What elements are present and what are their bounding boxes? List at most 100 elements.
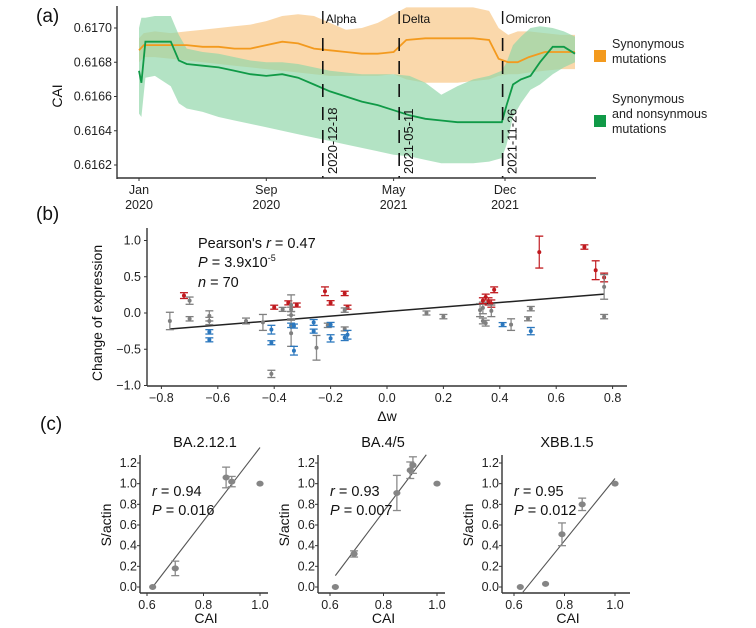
data-point-ns [242, 317, 250, 325]
data-point-ns [439, 313, 448, 320]
point-marker [483, 321, 488, 326]
data-point-down [289, 323, 298, 329]
data-point-down [340, 334, 349, 342]
data-point [578, 497, 587, 512]
regression-line [334, 454, 427, 576]
point-marker [314, 345, 319, 350]
mean-line-syn-nonsyn [138, 40, 576, 124]
data-point-down [267, 340, 276, 346]
p-value: = 0.012 [524, 503, 577, 519]
y-tick-label: 1.2 [298, 456, 315, 470]
data-point [433, 480, 441, 487]
point-marker [311, 320, 316, 325]
data-point-up [320, 286, 329, 297]
point-marker [578, 501, 586, 508]
y-axis-title: S/actin [98, 504, 114, 547]
subplot-ba-2-12-1: BA.2.12.1 0.0 0.2 0.4 0.6 0.8 1.0 1.2 0.6 0.8 1.0 C… [98, 435, 269, 626]
regression-line [152, 447, 261, 588]
point-marker [269, 371, 274, 376]
y-tick-label-b: 0.0 [124, 306, 141, 320]
data-point-ns [312, 334, 321, 361]
data-point-ns [481, 319, 490, 327]
ci-band-syn-nonsyn [139, 16, 575, 164]
x-tick-label: 0.8 [556, 598, 573, 612]
data-point [256, 480, 264, 487]
x-tick-label-b: 0.0 [378, 391, 395, 405]
subplot-title: BA.4/5 [361, 435, 405, 451]
subplot-title: BA.2.12.1 [173, 435, 237, 451]
data-point [408, 456, 417, 474]
panel-b: (b) −1.0 −0.5 0.0 0.5 1.0 −0.8 −0.6 −0.4 −0.2 0.0… [36, 204, 627, 424]
data-point [392, 474, 401, 512]
point-marker [149, 584, 157, 590]
point-marker [537, 250, 542, 255]
data-point-ns [507, 318, 516, 332]
data-point-up [292, 302, 301, 308]
data-point-down [326, 334, 335, 343]
y-tick-label: 0.4 [120, 539, 137, 553]
data-point-ns [600, 273, 609, 300]
data-point [171, 560, 180, 577]
point-marker [489, 308, 494, 313]
panel-label-c: (c) [40, 414, 62, 435]
x-tick-label: 0.6 [138, 598, 155, 612]
point-marker [289, 313, 294, 318]
subplot-xbb-1-5: XBB.1.5 0.0 0.2 0.4 0.6 0.8 1.0 1.2 0.6 0.8 1.0 CAI… [460, 435, 630, 626]
y-tick-label: 1.0 [298, 477, 315, 491]
data-point-up [340, 290, 349, 297]
n-annotation: n = 70 [198, 275, 239, 291]
x-tick-label-b: −0.4 [262, 391, 287, 405]
p-annotation: P = 0.012 [514, 503, 576, 519]
point-marker [269, 340, 274, 345]
p-value-annotation: P = 3.9x10-5 [198, 253, 276, 271]
point-marker [345, 305, 350, 310]
p-symbol: P [514, 503, 524, 519]
subplot-title: XBB.1.5 [540, 435, 593, 451]
point-marker [272, 305, 277, 310]
point-marker [289, 331, 294, 336]
point-marker [509, 322, 514, 327]
y-tick-label-a: 0.6162 [74, 158, 112, 172]
x-tick-label-b: −0.2 [318, 391, 343, 405]
data-point-down [526, 326, 535, 336]
point-marker [342, 291, 347, 296]
point-marker [222, 474, 230, 481]
point-marker [331, 584, 339, 590]
pearson-r-annotation: Pearson's r = 0.47 [198, 236, 316, 252]
r-value: = 0.95 [519, 484, 564, 500]
data-point-ns [287, 310, 296, 320]
data-point-down [309, 328, 318, 334]
y-tick-label: 0.0 [120, 580, 137, 594]
event-date-delta: 2021-05-11 [401, 108, 416, 174]
data-point-up [591, 260, 600, 281]
data-point [222, 466, 231, 489]
point-marker [294, 303, 299, 308]
x-tick-label-year: 2020 [125, 198, 153, 212]
x-axis-title-b: Δw [377, 408, 397, 424]
subplot-ba-4-5: BA.4/5 0.0 0.2 0.4 0.6 0.8 1.0 1.2 0.6 0.8 1.0 CAI S… [276, 435, 446, 626]
p-annotation: P = 0.016 [152, 503, 214, 519]
y-axis-title-a: CAI [49, 84, 65, 107]
p-value: = 0.007 [340, 503, 393, 519]
point-marker [611, 480, 619, 487]
point-marker [406, 467, 414, 474]
legend-label-line: and nonsynmous [612, 107, 707, 121]
data-point-up [580, 244, 589, 250]
r-annotation: r = 0.94 [152, 484, 202, 500]
point-marker [541, 580, 550, 587]
y-tick-label: 0.8 [482, 497, 499, 511]
data-point-ns [205, 316, 214, 326]
y-tick-label: 0.4 [298, 539, 315, 553]
x-tick-label-month: May [382, 183, 406, 197]
legend-label-line: mutations [612, 52, 666, 66]
point-marker [433, 480, 441, 487]
legend-swatch-synonymous [594, 50, 606, 62]
point-marker [480, 298, 485, 303]
point-marker [167, 318, 172, 323]
p-value: = 0.016 [162, 503, 215, 519]
x-tick-label-year: 2021 [380, 198, 408, 212]
point-marker [269, 327, 274, 332]
y-axis-title-b: Change of expression [89, 245, 105, 381]
point-marker [424, 311, 429, 315]
